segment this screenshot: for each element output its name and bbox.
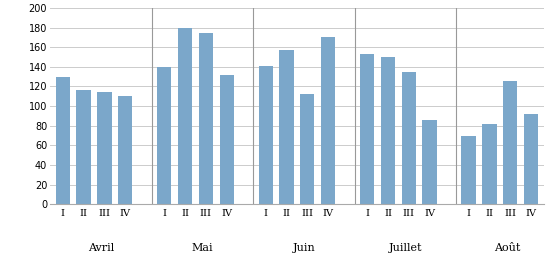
Bar [402, 72, 416, 204]
Bar [300, 94, 315, 204]
Bar [259, 66, 273, 204]
Bar [321, 37, 335, 204]
Bar [56, 77, 70, 204]
Bar [279, 50, 294, 204]
Bar [220, 75, 234, 204]
Text: Avril: Avril [88, 243, 114, 253]
Bar [381, 57, 395, 204]
Bar [199, 34, 213, 204]
Bar [157, 67, 171, 204]
Bar [503, 81, 517, 204]
Bar [422, 120, 437, 204]
Bar [118, 96, 133, 204]
Text: Mai: Mai [192, 243, 214, 253]
Bar [360, 54, 374, 204]
Text: Juillet: Juillet [388, 243, 422, 253]
Bar [97, 92, 112, 204]
Bar [482, 124, 497, 204]
Bar [524, 114, 538, 204]
Bar [461, 136, 476, 204]
Bar [77, 90, 91, 204]
Text: Juin: Juin [292, 243, 315, 253]
Bar [178, 29, 192, 204]
Text: Août: Août [494, 243, 520, 253]
